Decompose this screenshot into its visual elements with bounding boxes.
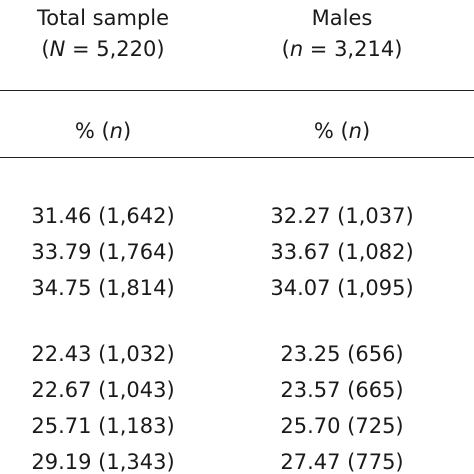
table-cell: 31.46 (1,642) xyxy=(31,204,175,228)
unit-label-total: % (n) xyxy=(74,119,132,143)
table-cell: 34.75 (1,814) xyxy=(31,276,175,300)
table-cell: 29.19 (1,343) xyxy=(31,450,175,474)
column-header-males: Males xyxy=(311,6,373,30)
table-cell: 23.25 (656) xyxy=(280,342,404,366)
table-cell: 27.47 (775) xyxy=(280,450,404,474)
table-cell: 34.07 (1,095) xyxy=(270,276,414,300)
table-cell: 25.71 (1,183) xyxy=(31,414,175,438)
header-bottom-rule xyxy=(0,157,474,158)
header-top-rule xyxy=(0,90,474,91)
column-header-total-sample: Total sample xyxy=(36,6,170,30)
table-cell: 22.43 (1,032) xyxy=(31,342,175,366)
table-cell: 23.57 (665) xyxy=(280,378,404,402)
table-cell: 32.27 (1,037) xyxy=(270,204,414,228)
column-sample-size-total: (N = 5,220) xyxy=(41,37,165,61)
table-cell: 33.79 (1,764) xyxy=(31,240,175,264)
table-cell: 33.67 (1,082) xyxy=(270,240,414,264)
table-cell: 25.70 (725) xyxy=(280,414,404,438)
table-cell: 22.67 (1,043) xyxy=(31,378,175,402)
column-sample-size-males: (n = 3,214) xyxy=(281,37,403,61)
unit-label-males: % (n) xyxy=(313,119,371,143)
